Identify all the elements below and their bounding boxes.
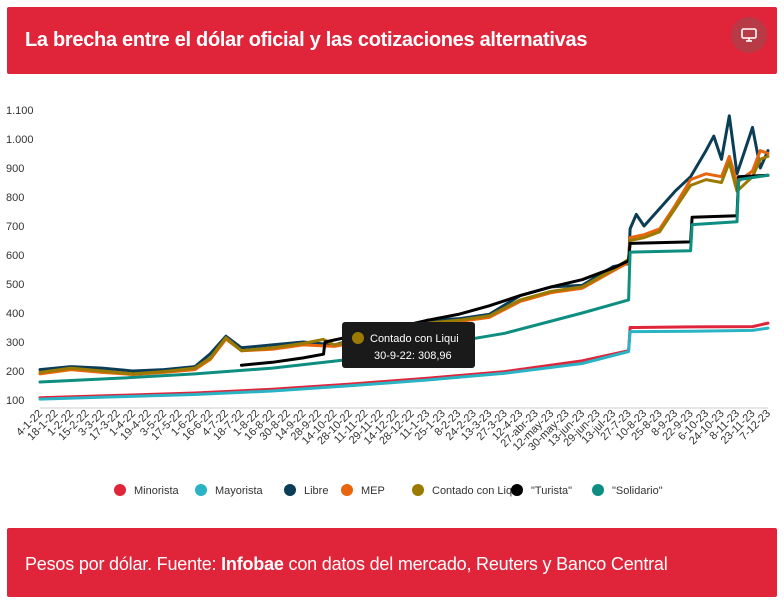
chart-menu-button[interactable] [731, 17, 767, 53]
y-tick-label: 700 [6, 221, 24, 233]
y-tick-label: 300 [6, 337, 24, 349]
source-prefix: Pesos por dólar. Fuente: [25, 554, 222, 574]
legend-marker-solidario [592, 484, 604, 496]
y-tick-label: 200 [6, 366, 24, 378]
legend-label-minorista: Minorista [134, 485, 180, 497]
series-line-turista [239, 173, 770, 367]
y-tick-label: 1.100 [6, 105, 34, 117]
legend-label-contado-con-liqui: Contado con Liqui [432, 485, 521, 497]
legend-label-turista: "Turista" [531, 485, 572, 497]
source-bold: Infobae [221, 554, 284, 574]
chart-header: La brecha entre el dólar oficial y las c… [7, 7, 777, 74]
source-note: Pesos por dólar. Fuente: Infobae con dat… [25, 554, 668, 575]
series-line-mayorista [38, 326, 770, 401]
y-tick-label: 500 [6, 279, 24, 291]
y-tick-label: 1.000 [6, 134, 34, 146]
y-tick-label: 100 [6, 395, 24, 407]
legend-marker-mep [341, 484, 353, 496]
monitor-icon [741, 28, 757, 42]
legend-label-mayorista: Mayorista [215, 485, 264, 497]
tooltip-box [342, 322, 475, 368]
y-tick-label: 400 [6, 308, 24, 320]
legend-marker-contado-con-liqui [412, 484, 424, 496]
chart-footer: Pesos por dólar. Fuente: Infobae con dat… [7, 528, 777, 597]
line-chart[interactable]: 1002003004005006007008009001.0001.1004-1… [0, 90, 784, 510]
chart-title: La brecha entre el dólar oficial y las c… [25, 29, 588, 51]
tooltip-series-label: Contado con Liqui [370, 333, 459, 345]
series-line-solidario [38, 173, 770, 384]
series-line-contado-con-liqui [38, 154, 770, 376]
legend-label-solidario: "Solidario" [612, 485, 663, 497]
legend-marker-mayorista [195, 484, 207, 496]
source-suffix: con datos del mercado, Reuters y Banco C… [283, 554, 668, 574]
y-tick-label: 800 [6, 192, 24, 204]
y-tick-label: 900 [6, 163, 24, 175]
legend-label-libre: Libre [304, 485, 328, 497]
legend-marker-minorista [114, 484, 126, 496]
legend-marker-libre [284, 484, 296, 496]
legend-label-mep: MEP [361, 485, 385, 497]
legend-marker-turista [511, 484, 523, 496]
tooltip-marker [352, 332, 364, 344]
tooltip-value: 30-9-22: 308,96 [374, 350, 452, 362]
y-tick-label: 600 [6, 250, 24, 262]
chart-area: 100 200 300 400 500 600 700 800 900 1.000 1.100 4-1… [0, 90, 784, 510]
